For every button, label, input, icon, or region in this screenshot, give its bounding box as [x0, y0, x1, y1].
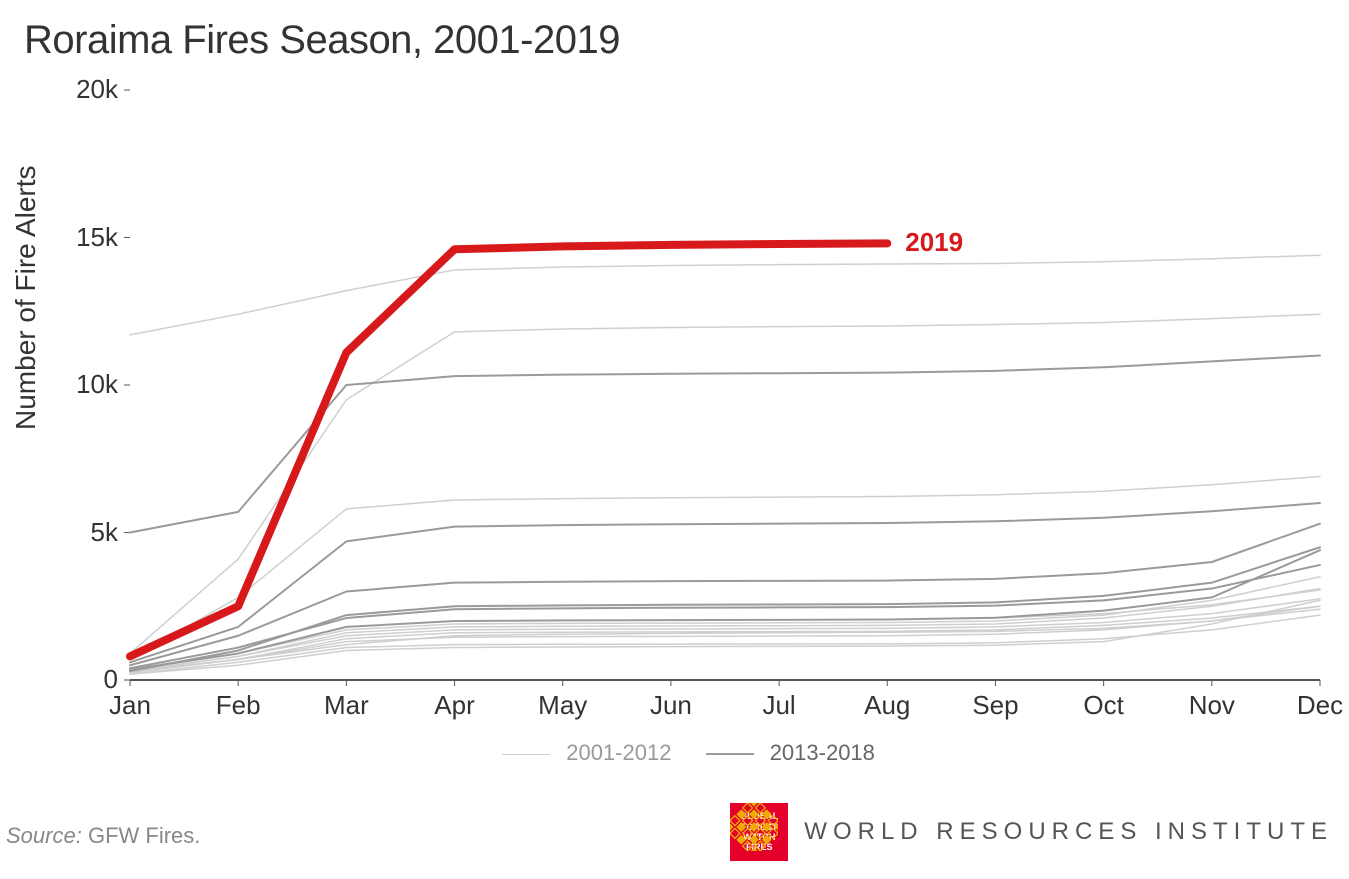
x-tick-label: Nov: [1189, 690, 1235, 721]
wri-logo: WORLD RESOURCES INSTITUTE: [804, 818, 1333, 846]
wri-text: WORLD RESOURCES INSTITUTE: [804, 818, 1333, 846]
y-tick-label: 20k: [48, 74, 118, 105]
x-tick-label: Apr: [434, 690, 474, 721]
y-tick-label: 0: [48, 664, 118, 695]
x-tick-label: Sep: [972, 690, 1018, 721]
branding: GLOBALFORESTWATCHFIRES WORLD RESOURCES I…: [730, 803, 1333, 861]
chart-container: { "title": "Roraima Fires Season, 2001-2…: [0, 0, 1349, 879]
x-tick-label: Feb: [216, 690, 261, 721]
series-highlight-label: 2019: [905, 227, 963, 258]
source-label: Source:: [6, 823, 82, 848]
x-tick-label: Dec: [1297, 690, 1343, 721]
x-tick-label: Jan: [109, 690, 151, 721]
wri-icon: [730, 803, 778, 851]
x-tick-label: May: [538, 690, 587, 721]
x-tick-label: Mar: [324, 690, 369, 721]
legend-label-a: 2001-2012: [566, 740, 671, 765]
y-tick-label: 5k: [48, 517, 118, 548]
x-tick-label: Jul: [762, 690, 795, 721]
legend-swatch-b: [706, 753, 754, 755]
y-tick-label: 10k: [48, 369, 118, 400]
y-tick-label: 15k: [48, 222, 118, 253]
legend: 2001-2012 2013-2018: [0, 740, 1349, 766]
x-tick-label: Jun: [650, 690, 692, 721]
legend-label-b: 2013-2018: [770, 740, 875, 765]
legend-swatch-a: [502, 754, 550, 755]
x-tick-label: Aug: [864, 690, 910, 721]
source-value: GFW Fires.: [88, 823, 200, 848]
source-line: Source: GFW Fires.: [6, 823, 200, 849]
x-tick-label: Oct: [1083, 690, 1123, 721]
